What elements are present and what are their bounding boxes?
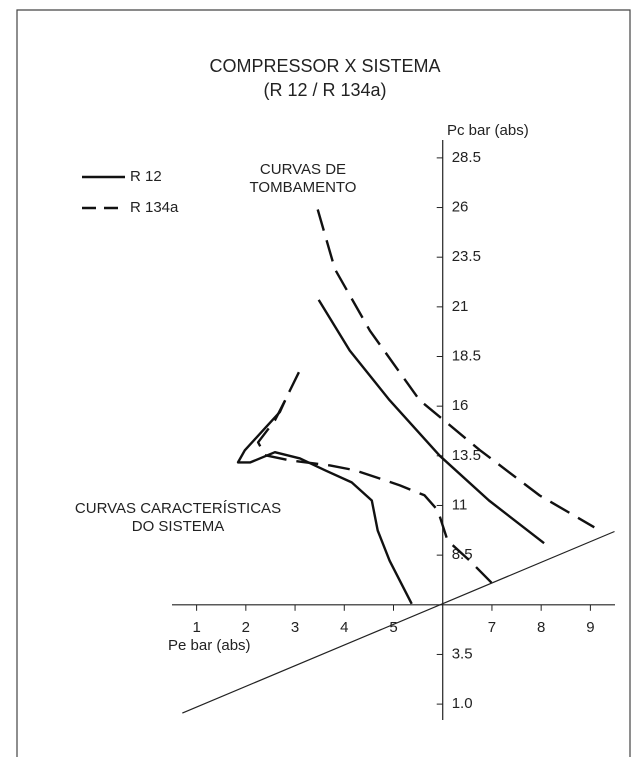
legend-label: R 134a	[130, 199, 179, 216]
series-line	[236, 299, 545, 605]
x-tick-label: 3	[291, 619, 299, 636]
annotation: CURVAS DE	[260, 161, 346, 178]
reference-line	[182, 530, 615, 714]
y-tick-label: 28.5	[452, 149, 481, 166]
annotation: DO SISTEMA	[132, 518, 225, 535]
y-tick-label: 18.5	[452, 347, 481, 364]
frame	[16, 9, 631, 757]
y-tick-label: 23.5	[452, 248, 481, 265]
x-axis-label: Pe bar (abs)	[168, 637, 251, 654]
y-tick-label: 21	[452, 298, 469, 315]
legend-label: R 12	[130, 168, 162, 185]
y-tick-label: 1.0	[452, 695, 473, 712]
x-tick-label: 9	[586, 619, 594, 636]
y-tick-label: 26	[452, 199, 469, 216]
x-tick-label: 8	[537, 619, 545, 636]
y-axis-label: Pc bar (abs)	[447, 122, 529, 139]
chart-title: COMPRESSOR X SISTEMA	[209, 56, 440, 76]
y-tick-label: 11	[452, 496, 468, 513]
x-tick-label: 1	[192, 619, 200, 636]
y-tick-label: 16	[452, 397, 469, 414]
y-tick-label: 3.5	[452, 645, 473, 662]
annotation: TOMBAMENTO	[250, 179, 357, 196]
annotation: CURVAS CARACTERÍSTICAS	[75, 500, 281, 517]
x-tick-label: 2	[242, 619, 250, 636]
x-tick-label: 7	[488, 619, 496, 636]
chart-subtitle: (R 12 / R 134a)	[263, 80, 386, 100]
x-tick-label: 4	[340, 619, 348, 636]
series-line	[256, 209, 595, 584]
y-tick-label: 13.5	[452, 447, 481, 464]
x-tick-label: 5	[389, 619, 397, 636]
